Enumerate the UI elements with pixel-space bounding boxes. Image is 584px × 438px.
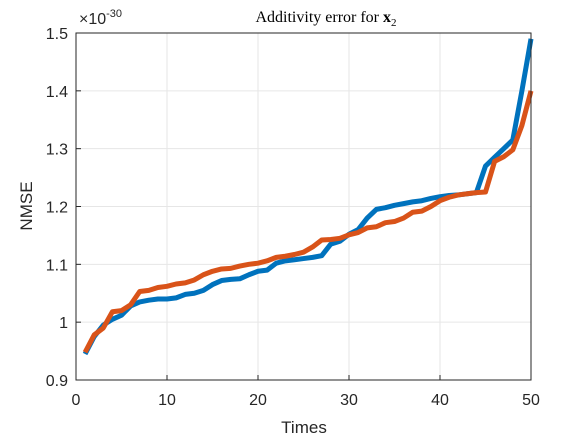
- x-tick-label: 50: [522, 392, 540, 409]
- y-exponent: ×10-30: [79, 8, 122, 28]
- chart-title-text: Additivity error for: [255, 9, 383, 26]
- x-tick-label: 30: [340, 392, 358, 409]
- y-tick-label: 1: [59, 315, 68, 332]
- x-tick-label: 20: [249, 392, 267, 409]
- chart-title-subscript: 2: [391, 17, 397, 29]
- x-axis-label: Times: [281, 418, 327, 437]
- y-tick-label: 1.1: [46, 257, 68, 274]
- y-tick-label: 1.5: [46, 26, 68, 43]
- y-tick-label: 1.2: [46, 200, 68, 217]
- chart-title-symbol: x: [383, 9, 391, 26]
- y-exponent-prefix: ×10: [79, 11, 106, 28]
- x-tick-label: 0: [72, 392, 81, 409]
- x-tick-label: 10: [158, 392, 176, 409]
- series-layer: [82, 38, 534, 356]
- x-tick-label: 40: [431, 392, 449, 409]
- y-tick-label: 0.9: [46, 373, 68, 390]
- tick-labels-layer: 0 10 20 30 40 50 0.9 1 1.1 1.2 1.3 1.4 1.5: [46, 26, 540, 409]
- y-axis-label: NMSE: [17, 181, 36, 230]
- y-tick-label: 1.4: [46, 84, 68, 101]
- y-tick-label: 1.3: [46, 142, 68, 159]
- ticks-layer: [75, 32, 532, 381]
- grid-layer: [75, 32, 532, 381]
- chart-title: Additivity error for x2: [255, 9, 396, 29]
- y-exponent-power: -30: [106, 8, 122, 20]
- series-line-2: [82, 90, 534, 354]
